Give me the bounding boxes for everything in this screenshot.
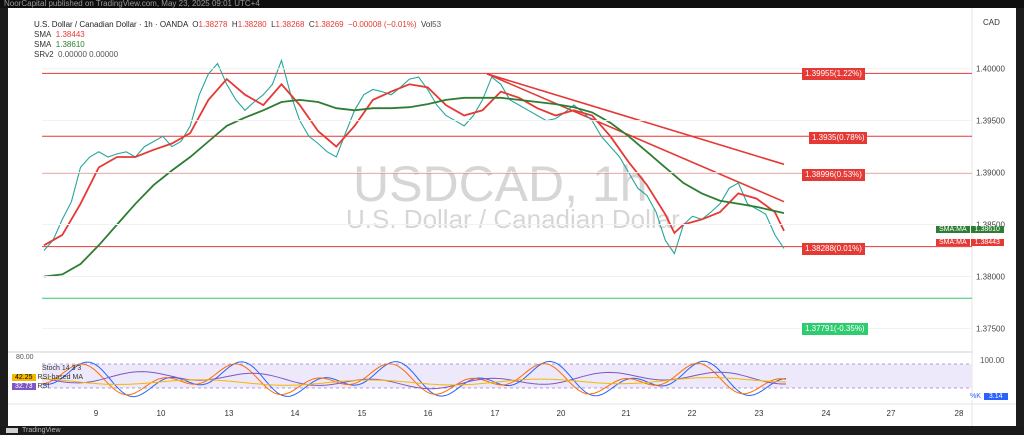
price-tick-label: 1.40000 bbox=[976, 65, 1005, 74]
time-tick-label: 17 bbox=[491, 409, 500, 418]
time-tick-label: 22 bbox=[688, 409, 697, 418]
chart-svg[interactable]: USDCAD, 1h U.S. Dollar / Canadian Dollar… bbox=[8, 8, 1016, 426]
axis-tag-sma-fast-label: SMA:MA bbox=[936, 239, 970, 246]
level-label-1[interactable]: 1.39955(1.22%) bbox=[802, 68, 865, 80]
legend-change: −0.00008 (−0.01%) bbox=[348, 20, 417, 29]
chart-area[interactable]: USDCAD, 1h U.S. Dollar / Canadian Dollar… bbox=[8, 8, 1016, 426]
stoch-k-value: 3.14 bbox=[983, 393, 1008, 400]
footer-bar: TradingView bbox=[0, 426, 1024, 435]
stoch-k-line bbox=[41, 360, 787, 398]
level-label-3[interactable]: 1.38996(0.53%) bbox=[802, 169, 865, 181]
trendlines bbox=[486, 73, 785, 203]
legend-ohlc-row: U.S. Dollar / Canadian Dollar · 1h · OAN… bbox=[34, 20, 441, 30]
rsi-label: RSI bbox=[37, 383, 50, 390]
price-line bbox=[43, 58, 785, 255]
stoch-k-label: %K bbox=[968, 393, 983, 400]
price-tick-label: 1.38500 bbox=[976, 221, 1005, 230]
legend-srv2-label: SRv2 bbox=[34, 50, 54, 59]
legend-open-label: O bbox=[192, 20, 199, 29]
stoch-legend-line2[interactable]: 42.25 RSI-based MA bbox=[12, 373, 83, 382]
level-label-2[interactable]: 1.3935(0.78%) bbox=[809, 132, 868, 144]
publisher-text: NoorCapital published on TradingView.com… bbox=[4, 0, 260, 8]
legend-close-label: C bbox=[308, 20, 315, 29]
stoch-k-tag: %K 3.14 bbox=[968, 391, 1008, 402]
legend-sma1-label: SMA bbox=[34, 30, 52, 39]
legend-high-label: H bbox=[231, 20, 238, 29]
legend-sma1-value: 1.38443 bbox=[55, 30, 85, 39]
legend-sma2-row[interactable]: SMA 1.38610 bbox=[34, 40, 441, 50]
rsi-value-chip: 32.73 bbox=[12, 383, 36, 390]
stoch-legend: Stoch 14 3 3 42.25 RSI-based MA 32.73 RS… bbox=[12, 364, 83, 391]
stoch-legend-line1[interactable]: Stoch 14 3 3 bbox=[12, 364, 83, 373]
legend-close: 1.38269 bbox=[314, 20, 344, 29]
legend-sma1-row[interactable]: SMA 1.38443 bbox=[34, 30, 441, 40]
time-tick-label: 21 bbox=[622, 409, 631, 418]
time-tick-label: 28 bbox=[955, 409, 964, 418]
legend-sma2-value: 1.38610 bbox=[55, 40, 85, 49]
legend-sma2-label: SMA bbox=[34, 40, 52, 49]
stoch-d-line bbox=[41, 362, 787, 396]
time-tick-label: 15 bbox=[358, 409, 367, 418]
time-tick-label: 23 bbox=[755, 409, 764, 418]
price-tick-label: 1.37500 bbox=[976, 324, 1005, 333]
axis-tag-sma-slow: SMA:MA 1.38610 bbox=[936, 224, 1004, 235]
legend-pair[interactable]: U.S. Dollar / Canadian Dollar · 1h · OAN… bbox=[34, 20, 188, 29]
axis-tag-sma-fast: SMA:MA 1.38443 bbox=[936, 237, 1004, 248]
legend-vol: 53 bbox=[432, 20, 442, 29]
time-tick-label: 10 bbox=[157, 409, 166, 418]
time-tick-label: 24 bbox=[822, 409, 831, 418]
time-tick-label: 9 bbox=[94, 409, 99, 418]
legend-high: 1.38280 bbox=[237, 20, 267, 29]
axis-tag-sma-slow-value: 1.38610 bbox=[970, 226, 1004, 233]
time-tick-label: 16 bbox=[424, 409, 433, 418]
legend-low-label: L bbox=[271, 20, 276, 29]
stoch-legend-title: Stoch 14 3 3 bbox=[42, 365, 82, 372]
time-axis-ticks: 9 10 13 14 15 16 17 20 21 22 23 24 27 28 bbox=[94, 409, 964, 418]
chart-legend: U.S. Dollar / Canadian Dollar · 1h · OAN… bbox=[34, 20, 441, 60]
time-tick-label: 27 bbox=[887, 409, 896, 418]
price-tick-label: 1.39500 bbox=[976, 117, 1005, 126]
watermark-name: U.S. Dollar / Canadian Dollar bbox=[346, 204, 680, 234]
legend-srv2-values: 0.00000 0.00000 bbox=[58, 50, 119, 59]
stoch-legend-line3[interactable]: 32.73 RSI bbox=[12, 382, 83, 391]
oscillator-series bbox=[41, 360, 787, 398]
price-tick-label: 1.39000 bbox=[976, 169, 1005, 178]
osc-tick-top: 100.00 bbox=[980, 356, 1005, 365]
osc-tick-upper: 80.00 bbox=[16, 354, 34, 361]
legend-low: 1.38268 bbox=[275, 20, 305, 29]
tradingview-logo-icon[interactable] bbox=[6, 428, 18, 433]
axis-tag-sma-slow-label: SMA:MA bbox=[936, 226, 970, 233]
time-tick-label: 13 bbox=[225, 409, 234, 418]
rsi-ma-value-chip: 42.25 bbox=[12, 374, 36, 381]
legend-srv2-row[interactable]: SRv2 0.00000 0.00000 bbox=[34, 50, 441, 60]
sma-fast-line bbox=[43, 77, 785, 247]
currency-label: CAD bbox=[983, 18, 1000, 27]
axis-tag-sma-fast-value: 1.38443 bbox=[970, 239, 1004, 246]
trendline-1 bbox=[486, 73, 785, 166]
time-tick-label: 20 bbox=[557, 409, 566, 418]
rsi-ma-line bbox=[41, 377, 787, 386]
level-label-5[interactable]: 1.37791(-0.35%) bbox=[802, 323, 868, 335]
watermark-symbol: USDCAD, 1h bbox=[353, 156, 648, 212]
publisher-bar: NoorCapital published on TradingView.com… bbox=[0, 0, 1024, 8]
footer-brand[interactable]: TradingView bbox=[22, 427, 61, 434]
rsi-line bbox=[41, 371, 786, 390]
level-label-4[interactable]: 1.38288(0.01%) bbox=[802, 243, 865, 255]
legend-open: 1.38278 bbox=[198, 20, 228, 29]
time-tick-label: 14 bbox=[291, 409, 300, 418]
rsi-ma-label: RSI-based MA bbox=[37, 374, 84, 381]
trendline-2 bbox=[486, 73, 785, 203]
price-tick-label: 1.38000 bbox=[976, 272, 1005, 281]
legend-vol-label: Vol bbox=[421, 20, 433, 29]
